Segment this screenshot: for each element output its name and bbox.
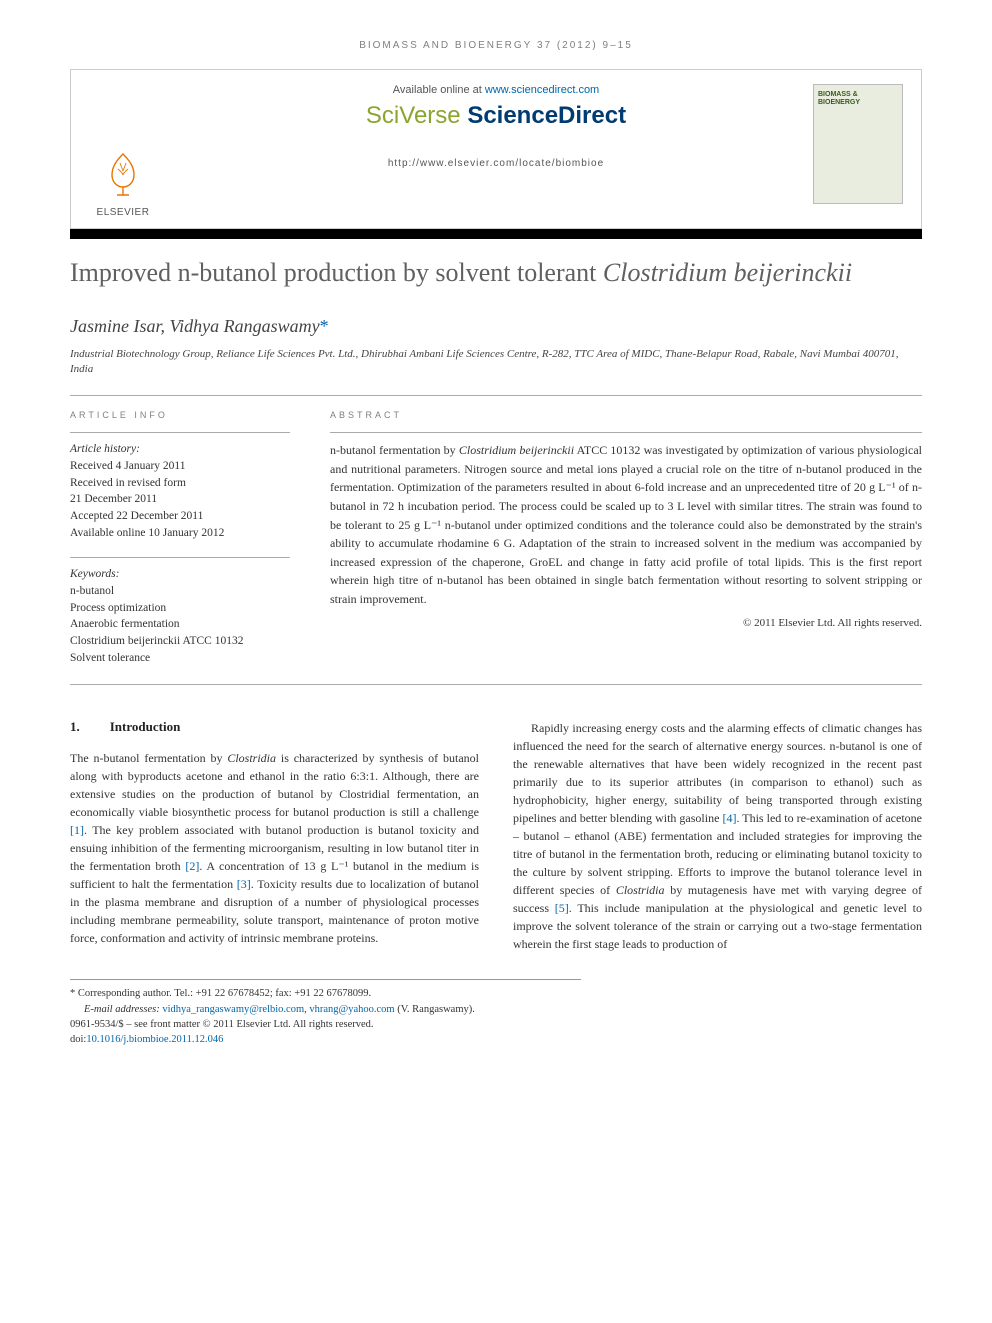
sd-logo-part2: ScienceDirect	[467, 102, 626, 129]
header-box: ELSEVIER Available online at www.science…	[70, 69, 922, 229]
p1-sp1: Clostridia	[227, 751, 276, 765]
journal-homepage-url[interactable]: http://www.elsevier.com/locate/biombioe	[89, 158, 903, 169]
ref-4[interactable]: [4]	[722, 811, 736, 825]
abs-t1: n-butanol fermentation by	[330, 443, 459, 457]
email-who: (V. Rangaswamy).	[395, 1004, 475, 1015]
rule-info-2	[70, 557, 290, 558]
abs-sp1: Clostridium beijerinckii	[459, 443, 574, 457]
running-head: BIOMASS AND BIOENERGY 37 (2012) 9–15	[70, 40, 922, 51]
keyword-4-species: Clostridium beijerinckii	[70, 635, 180, 647]
journal-cover-title: BIOMASS & BIOENERGY	[818, 91, 898, 108]
p2-sp1: Clostridia	[616, 883, 665, 897]
rule-bottom	[70, 684, 922, 685]
title-species: Clostridium beijerinckii	[603, 258, 852, 287]
section-1-num: 1.	[70, 719, 80, 734]
authors-line: Jasmine Isar, Vidhya Rangaswamy*	[70, 316, 922, 337]
rule-abs	[330, 432, 922, 433]
elsevier-tree-icon	[98, 149, 148, 199]
abstract-heading: ABSTRACT	[330, 410, 922, 420]
abs-t2: ATCC 10132 was investigated by optimizat…	[330, 443, 922, 606]
corresponding-author-marker[interactable]: *	[320, 316, 329, 336]
sd-logo-part1: SciVerse	[366, 102, 467, 129]
history-revised-1: Received in revised form	[70, 475, 290, 492]
abstract-text: n-butanol fermentation by Clostridium be…	[330, 441, 922, 608]
info-abstract-row: ARTICLE INFO Article history: Received 4…	[70, 396, 922, 684]
keyword-4-rest: ATCC 10132	[180, 635, 243, 647]
history-received: Received 4 January 2011	[70, 458, 290, 475]
available-prefix: Available online at	[393, 84, 485, 96]
abstract-column: ABSTRACT n-butanol fermentation by Clost…	[330, 410, 922, 666]
rule-info-1	[70, 432, 290, 433]
keyword-1: n-butanol	[70, 583, 290, 600]
corr-tel: Tel.: +91 22 67678452; fax: +91 22 67678…	[172, 988, 371, 999]
elsevier-logo[interactable]: ELSEVIER	[89, 149, 157, 218]
body-two-columns: 1. Introduction The n-butanol fermentatio…	[70, 719, 922, 953]
section-1-title: Introduction	[110, 719, 181, 734]
doi-label: doi:	[70, 1034, 86, 1045]
title-plain: Improved n-butanol production by solvent…	[70, 258, 603, 287]
sciverse-sciencedirect-logo[interactable]: SciVerse ScienceDirect	[89, 102, 903, 130]
intro-para-1: The n-butanol fermentation by Clostridia…	[70, 749, 479, 947]
p2-a: Rapidly increasing energy costs and the …	[513, 721, 922, 825]
email-label: E-mail addresses:	[84, 1004, 162, 1015]
ref-3[interactable]: [3]	[237, 877, 251, 891]
history-revised-2: 21 December 2011	[70, 491, 290, 508]
elsevier-name: ELSEVIER	[89, 207, 157, 218]
keyword-5: Solvent tolerance	[70, 650, 290, 667]
sciencedirect-link[interactable]: www.sciencedirect.com	[485, 84, 599, 96]
keywords-label: Keywords:	[70, 566, 290, 583]
email-1[interactable]: vidhya_rangaswamy@relbio.com	[162, 1004, 304, 1015]
footnotes: * Corresponding author. Tel.: +91 22 676…	[70, 979, 581, 1047]
black-divider-bar	[70, 229, 922, 239]
available-online-line: Available online at www.sciencedirect.co…	[89, 84, 903, 96]
history-label: Article history:	[70, 441, 290, 458]
email-footnote: E-mail addresses: vidhya_rangaswamy@relb…	[70, 1002, 581, 1017]
journal-cover-thumbnail[interactable]: BIOMASS & BIOENERGY	[813, 84, 903, 204]
doi-line: doi:10.1016/j.biombioe.2011.12.046	[70, 1032, 581, 1047]
email-2[interactable]: vhrang@yahoo.com	[309, 1004, 394, 1015]
ref-2[interactable]: [2]	[185, 859, 199, 873]
article-info-heading: ARTICLE INFO	[70, 410, 290, 420]
body-col-right: Rapidly increasing energy costs and the …	[513, 719, 922, 953]
keyword-4: Clostridium beijerinckii ATCC 10132	[70, 633, 290, 650]
article-info-column: ARTICLE INFO Article history: Received 4…	[70, 410, 290, 666]
doi-link[interactable]: 10.1016/j.biombioe.2011.12.046	[86, 1034, 223, 1045]
body-col-left: 1. Introduction The n-butanol fermentatio…	[70, 719, 479, 953]
intro-para-2: Rapidly increasing energy costs and the …	[513, 719, 922, 953]
keyword-2: Process optimization	[70, 600, 290, 617]
history-accepted: Accepted 22 December 2011	[70, 508, 290, 525]
section-1-heading: 1. Introduction	[70, 719, 479, 735]
p1-a: The n-butanol fermentation by	[70, 751, 227, 765]
history-online: Available online 10 January 2012	[70, 525, 290, 542]
ref-5[interactable]: [5]	[555, 901, 569, 915]
article-title: Improved n-butanol production by solvent…	[70, 257, 922, 290]
p2-d: . This include manipulation at the physi…	[513, 901, 922, 951]
abstract-copyright: © 2011 Elsevier Ltd. All rights reserved…	[330, 617, 922, 629]
corr-label: * Corresponding author.	[70, 988, 172, 999]
affiliation: Industrial Biotechnology Group, Reliance…	[70, 347, 922, 378]
ref-1[interactable]: [1]	[70, 823, 84, 837]
keyword-3: Anaerobic fermentation	[70, 616, 290, 633]
authors-names: Jasmine Isar, Vidhya Rangaswamy	[70, 316, 320, 336]
issn-line: 0961-9534/$ – see front matter © 2011 El…	[70, 1017, 581, 1032]
corresponding-author-footnote: * Corresponding author. Tel.: +91 22 676…	[70, 986, 581, 1001]
